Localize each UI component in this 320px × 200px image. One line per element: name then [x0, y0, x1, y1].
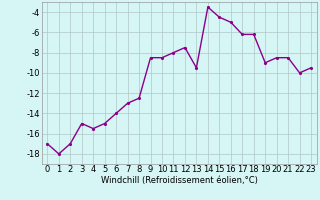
X-axis label: Windchill (Refroidissement éolien,°C): Windchill (Refroidissement éolien,°C)	[101, 176, 258, 185]
